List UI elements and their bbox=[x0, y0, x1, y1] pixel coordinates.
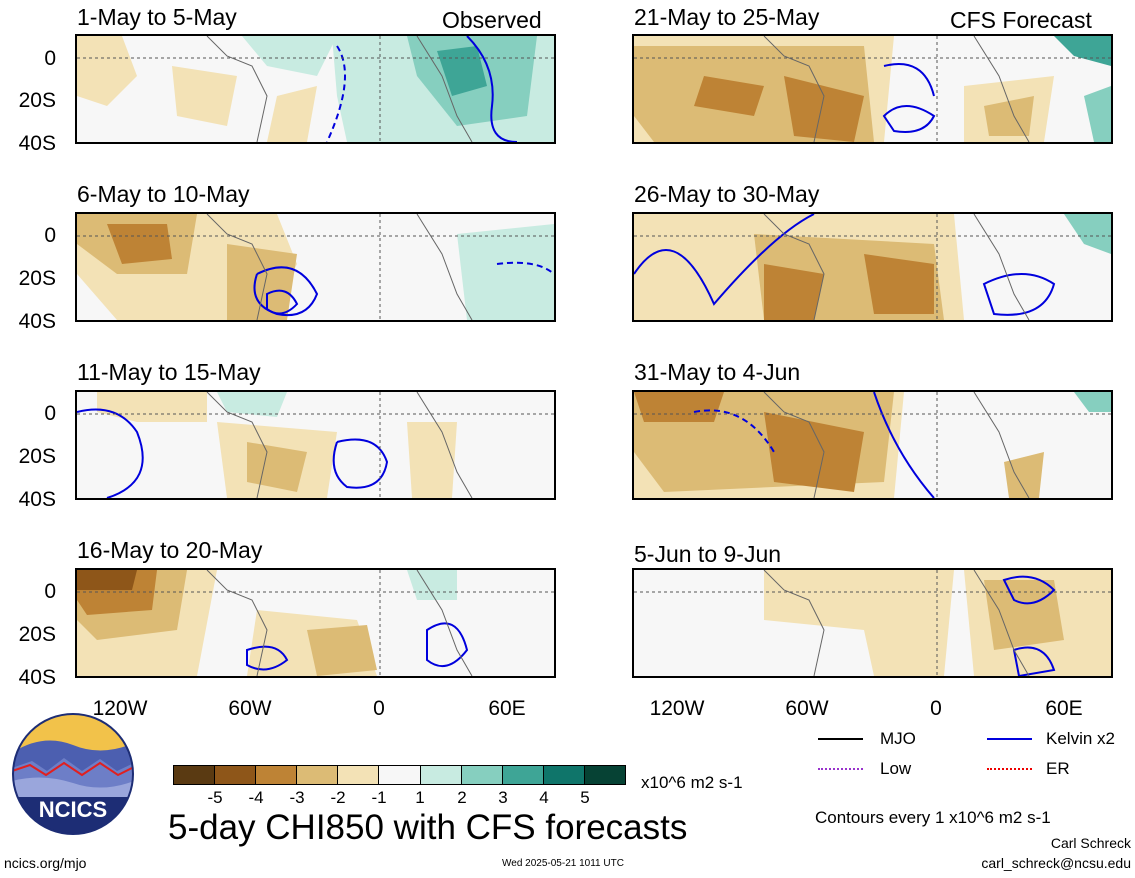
map-panel-7 bbox=[632, 390, 1113, 500]
y-tick-20s-p2: 20S bbox=[18, 267, 56, 290]
low-legend-label: Low bbox=[880, 759, 912, 778]
colorbar-swatch-3 bbox=[256, 766, 298, 784]
site-url: ncics.org/mjo bbox=[4, 855, 87, 871]
logo-text: NCICS bbox=[39, 797, 107, 822]
colorbar-swatch-9 bbox=[502, 766, 544, 784]
panel-title-6: 26-May to 30-May bbox=[634, 181, 820, 207]
panel-title-1: 1-May to 5-May bbox=[77, 4, 237, 30]
colorbar-label: 3 bbox=[498, 788, 508, 807]
colorbar-label: -4 bbox=[248, 788, 264, 807]
x-tick-60w-left: 60W bbox=[228, 697, 272, 720]
y-tick-20s-p1: 20S bbox=[18, 89, 56, 112]
colorbar-units: x10^6 m2 s-1 bbox=[641, 773, 743, 792]
x-tick-0-right: 0 bbox=[930, 697, 942, 720]
y-tick-0-p2: 0 bbox=[44, 224, 56, 247]
panel-title-3: 11-May to 15-May bbox=[77, 359, 261, 385]
y-tick-0-p1: 0 bbox=[44, 47, 56, 70]
map-panel-6 bbox=[632, 212, 1113, 322]
colorbar-label: 4 bbox=[539, 788, 549, 807]
x-tick-60w-right: 60W bbox=[785, 697, 829, 720]
contour-note: Contours every 1 x10^6 m2 s-1 bbox=[815, 808, 1051, 827]
ncics-logo: NCICS bbox=[12, 713, 134, 835]
colorbar-label: -1 bbox=[371, 788, 387, 807]
y-tick-40s-p3: 40S bbox=[18, 488, 56, 511]
observed-label: Observed bbox=[442, 7, 542, 33]
colorbar-swatch-8 bbox=[461, 766, 503, 784]
colorbar-swatch-10 bbox=[543, 766, 585, 784]
map-panel-1 bbox=[75, 34, 556, 144]
map-panel-2 bbox=[75, 212, 556, 322]
mjo-legend-line bbox=[818, 738, 863, 740]
author-email: carl_schreck@ncsu.edu bbox=[981, 855, 1131, 871]
colorbar-swatch-7 bbox=[420, 766, 462, 784]
colorbar-label: 1 bbox=[415, 788, 425, 807]
author-name: Carl Schreck bbox=[1050, 835, 1131, 851]
y-tick-20s-p4: 20S bbox=[18, 623, 56, 646]
colorbar-swatch-1 bbox=[174, 766, 216, 784]
colorbar-swatch-11 bbox=[584, 766, 626, 784]
kelvin-legend-line bbox=[987, 738, 1032, 740]
y-tick-0-p4: 0 bbox=[44, 580, 56, 603]
colorbar-label: -5 bbox=[207, 788, 223, 807]
colorbar-swatch-4 bbox=[297, 766, 339, 784]
colorbar-label: -3 bbox=[289, 788, 305, 807]
panel-title-7: 31-May to 4-Jun bbox=[634, 359, 801, 385]
y-tick-40s-p2: 40S bbox=[18, 310, 56, 333]
y-tick-20s-p3: 20S bbox=[18, 445, 56, 468]
x-tick-120w-left: 120W bbox=[92, 697, 148, 720]
map-panel-3 bbox=[75, 390, 556, 500]
map-panel-5 bbox=[632, 34, 1113, 144]
y-tick-40s-p4: 40S bbox=[18, 666, 56, 689]
colorbar bbox=[173, 765, 626, 785]
main-title: 5-day CHI850 with CFS forecasts bbox=[168, 808, 688, 847]
y-tick-40s-p1: 40S bbox=[18, 132, 56, 155]
panel-title-5: 21-May to 25-May bbox=[634, 4, 820, 30]
mjo-legend-label: MJO bbox=[880, 729, 916, 748]
x-tick-60e-left: 60E bbox=[488, 697, 526, 720]
colorbar-label: 2 bbox=[457, 788, 467, 807]
colorbar-label: -2 bbox=[330, 788, 346, 807]
y-tick-0-p3: 0 bbox=[44, 402, 56, 425]
colorbar-swatch-6 bbox=[379, 766, 421, 784]
forecast-label: CFS Forecast bbox=[950, 7, 1092, 33]
x-tick-0-left: 0 bbox=[373, 697, 385, 720]
panel-title-2: 6-May to 10-May bbox=[77, 181, 250, 207]
map-panel-4 bbox=[75, 568, 556, 678]
er-legend-label: ER bbox=[1046, 759, 1070, 778]
colorbar-swatch-5 bbox=[338, 766, 380, 784]
kelvin-legend-label: Kelvin x2 bbox=[1046, 729, 1115, 748]
x-tick-60e-right: 60E bbox=[1045, 697, 1083, 720]
colorbar-label: 5 bbox=[580, 788, 590, 807]
map-panel-8 bbox=[632, 568, 1113, 678]
x-tick-120w-right: 120W bbox=[649, 697, 705, 720]
timestamp: Wed 2025-05-21 1011 UTC bbox=[502, 858, 624, 869]
colorbar-swatch-2 bbox=[215, 766, 257, 784]
low-legend-line bbox=[818, 768, 863, 770]
panel-title-4: 16-May to 20-May bbox=[77, 537, 263, 563]
er-legend-line bbox=[987, 768, 1032, 770]
panel-title-8: 5-Jun to 9-Jun bbox=[634, 541, 782, 567]
